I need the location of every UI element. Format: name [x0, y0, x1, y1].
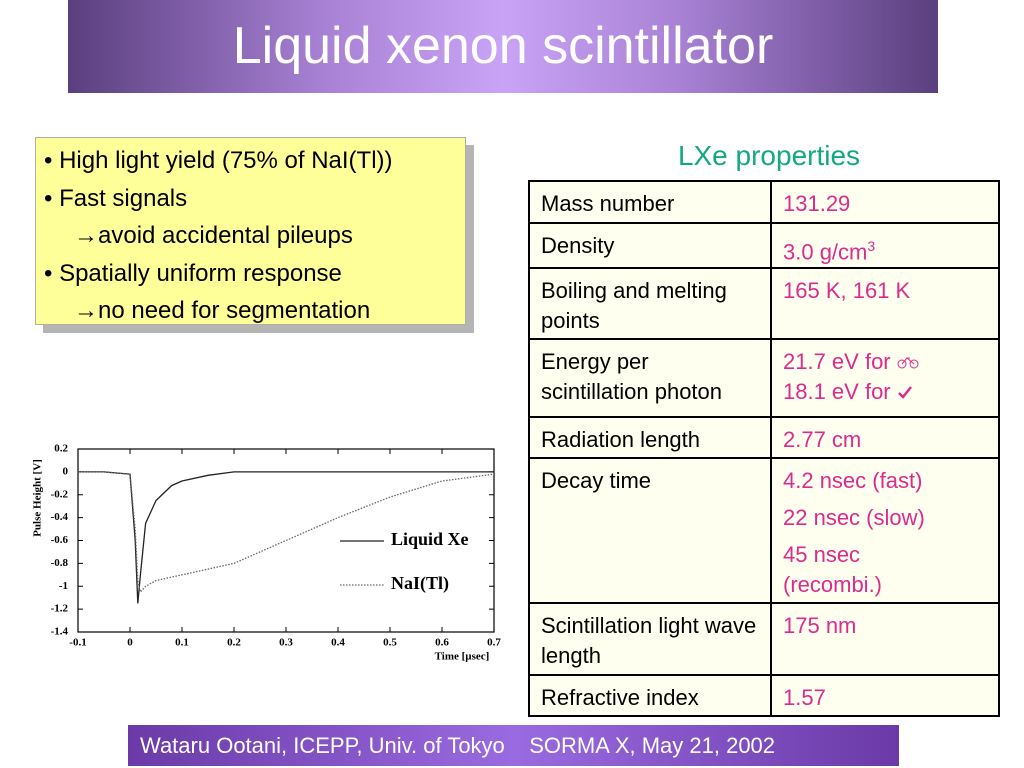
- cell: Energy per scintillation photon: [528, 338, 772, 419]
- cell: 4.2 nsec (fast) 22 nsec (slow) 45 nsec (…: [770, 457, 1000, 605]
- bullet: • Fast signals: [44, 184, 188, 212]
- y-tick-label: -1.2: [51, 603, 69, 615]
- x-tick-label: 0.4: [331, 637, 345, 649]
- y-tick-label: -0.6: [51, 534, 69, 546]
- cell-text: 18.1 eV for: [783, 379, 891, 405]
- cell: Mass number: [528, 180, 772, 224]
- y-tick-label: -1.4: [51, 626, 69, 638]
- bullet-text: Spatially uniform response: [59, 259, 342, 287]
- cell: Density: [528, 221, 772, 270]
- bullet: • Spatially uniform response: [44, 259, 342, 287]
- row: Refractive index 1.57: [528, 674, 1000, 718]
- cell: Refractive index: [528, 674, 772, 718]
- cell: 175 nm: [770, 602, 1000, 677]
- sub-bullet: →avoid accidental pileups: [74, 222, 353, 249]
- row: Density 3.0 g/cm3: [528, 221, 1000, 270]
- bullet: • High light yield (75% of NaI(Tl)): [44, 147, 393, 174]
- footer-event: SORMA X, May 21, 2002: [529, 733, 776, 758]
- y-axis-label: Pulse Height [V]: [32, 459, 44, 537]
- cell-text: 45 nsec (recombi.): [783, 542, 883, 598]
- row: Mass number 131.29: [528, 180, 1000, 224]
- cell-line: 18.1 eV for: [783, 377, 988, 407]
- cell: Decay time: [528, 457, 772, 605]
- x-tick-label: -0.1: [69, 637, 86, 649]
- bullet-box: • High light yield (75% of NaI(Tl)) • Fa…: [35, 137, 466, 325]
- cell-line: 21.7 eV for: [783, 347, 988, 377]
- row: Boiling and melting points 165 K, 161 K: [528, 267, 1000, 341]
- x-tick-label: 0.1: [175, 637, 189, 649]
- cell: Scintillation light wave length: [528, 602, 772, 677]
- row: Scintillation light wave length 175 nm: [528, 602, 1000, 677]
- x-tick-label: 0.3: [279, 637, 293, 649]
- row: Decay time 4.2 nsec (fast) 22 nsec (slow…: [528, 457, 1000, 605]
- sub-bullet: →no need for segmentation: [74, 297, 371, 324]
- footer-author: Wataru Ootani, ICEPP, Univ. of Tokyo: [140, 733, 505, 758]
- bullet-text: High light yield (75% of NaI(Tl)): [59, 147, 393, 174]
- x-tick-label: 0.6: [435, 637, 449, 649]
- cell-text: 22 nsec (slow): [783, 505, 925, 531]
- cell: Radiation length: [528, 416, 772, 460]
- cell: 2.77 cm: [770, 416, 1000, 460]
- footer: Wataru Ootani, ICEPP, Univ. of Tokyo SOR…: [128, 725, 899, 766]
- y-tick-label: -1: [59, 580, 68, 592]
- table-title: LXe properties: [677, 140, 861, 171]
- cell: Boiling and melting points: [528, 267, 772, 341]
- y-tick-label: 0.2: [54, 443, 68, 455]
- x-tick-label: 0.7: [487, 637, 501, 649]
- properties-table: Mass number 131.29 Density 3.0 g/cm3 Boili…: [528, 180, 1000, 718]
- bullet-text: Fast signals: [59, 184, 188, 212]
- cell-text: 21.7 eV for: [783, 349, 891, 375]
- plot-frame: [77, 448, 495, 633]
- cell: 165 K, 161 K: [770, 267, 1000, 341]
- icon: [897, 357, 919, 369]
- x-axis-label: Time [µsec]: [435, 651, 490, 663]
- legend-label: Liquid Xe: [391, 529, 469, 549]
- slide-title: Liquid xenon scintillator: [232, 17, 774, 75]
- bullet-text: avoid accidental pileups: [98, 222, 353, 249]
- superscript: 3: [867, 238, 876, 254]
- cell-text: 4.2 nsec (fast): [783, 468, 923, 494]
- x-tick-label: 0.2: [227, 637, 241, 649]
- y-tick-label: -0.4: [51, 511, 69, 523]
- icon: [897, 386, 912, 400]
- y-tick-label: -0.8: [51, 557, 69, 569]
- cell: 21.7 eV for 18.1 eV for: [770, 338, 1000, 419]
- series-line: [78, 471, 495, 594]
- row: Energy per scintillation photon 21.7 eV …: [528, 338, 1000, 419]
- cell: 1.57: [770, 674, 1000, 718]
- cell: 3.0 g/cm3: [770, 221, 1000, 270]
- cell-text: 3.0 g/cm: [783, 239, 868, 265]
- y-tick-label: 0: [63, 465, 69, 477]
- row: Radiation length 2.77 cm: [528, 416, 1000, 460]
- y-tick-label: -0.2: [51, 488, 69, 500]
- cell: 131.29: [770, 180, 1000, 224]
- series-line: [78, 471, 494, 604]
- bullet-text: no need for segmentation: [98, 297, 371, 324]
- legend-label: NaI(Tl): [391, 573, 449, 594]
- x-tick-label: 0.5: [383, 637, 397, 649]
- x-tick-label: 0: [127, 637, 133, 649]
- title-bar: Liquid xenon scintillator: [68, 0, 938, 93]
